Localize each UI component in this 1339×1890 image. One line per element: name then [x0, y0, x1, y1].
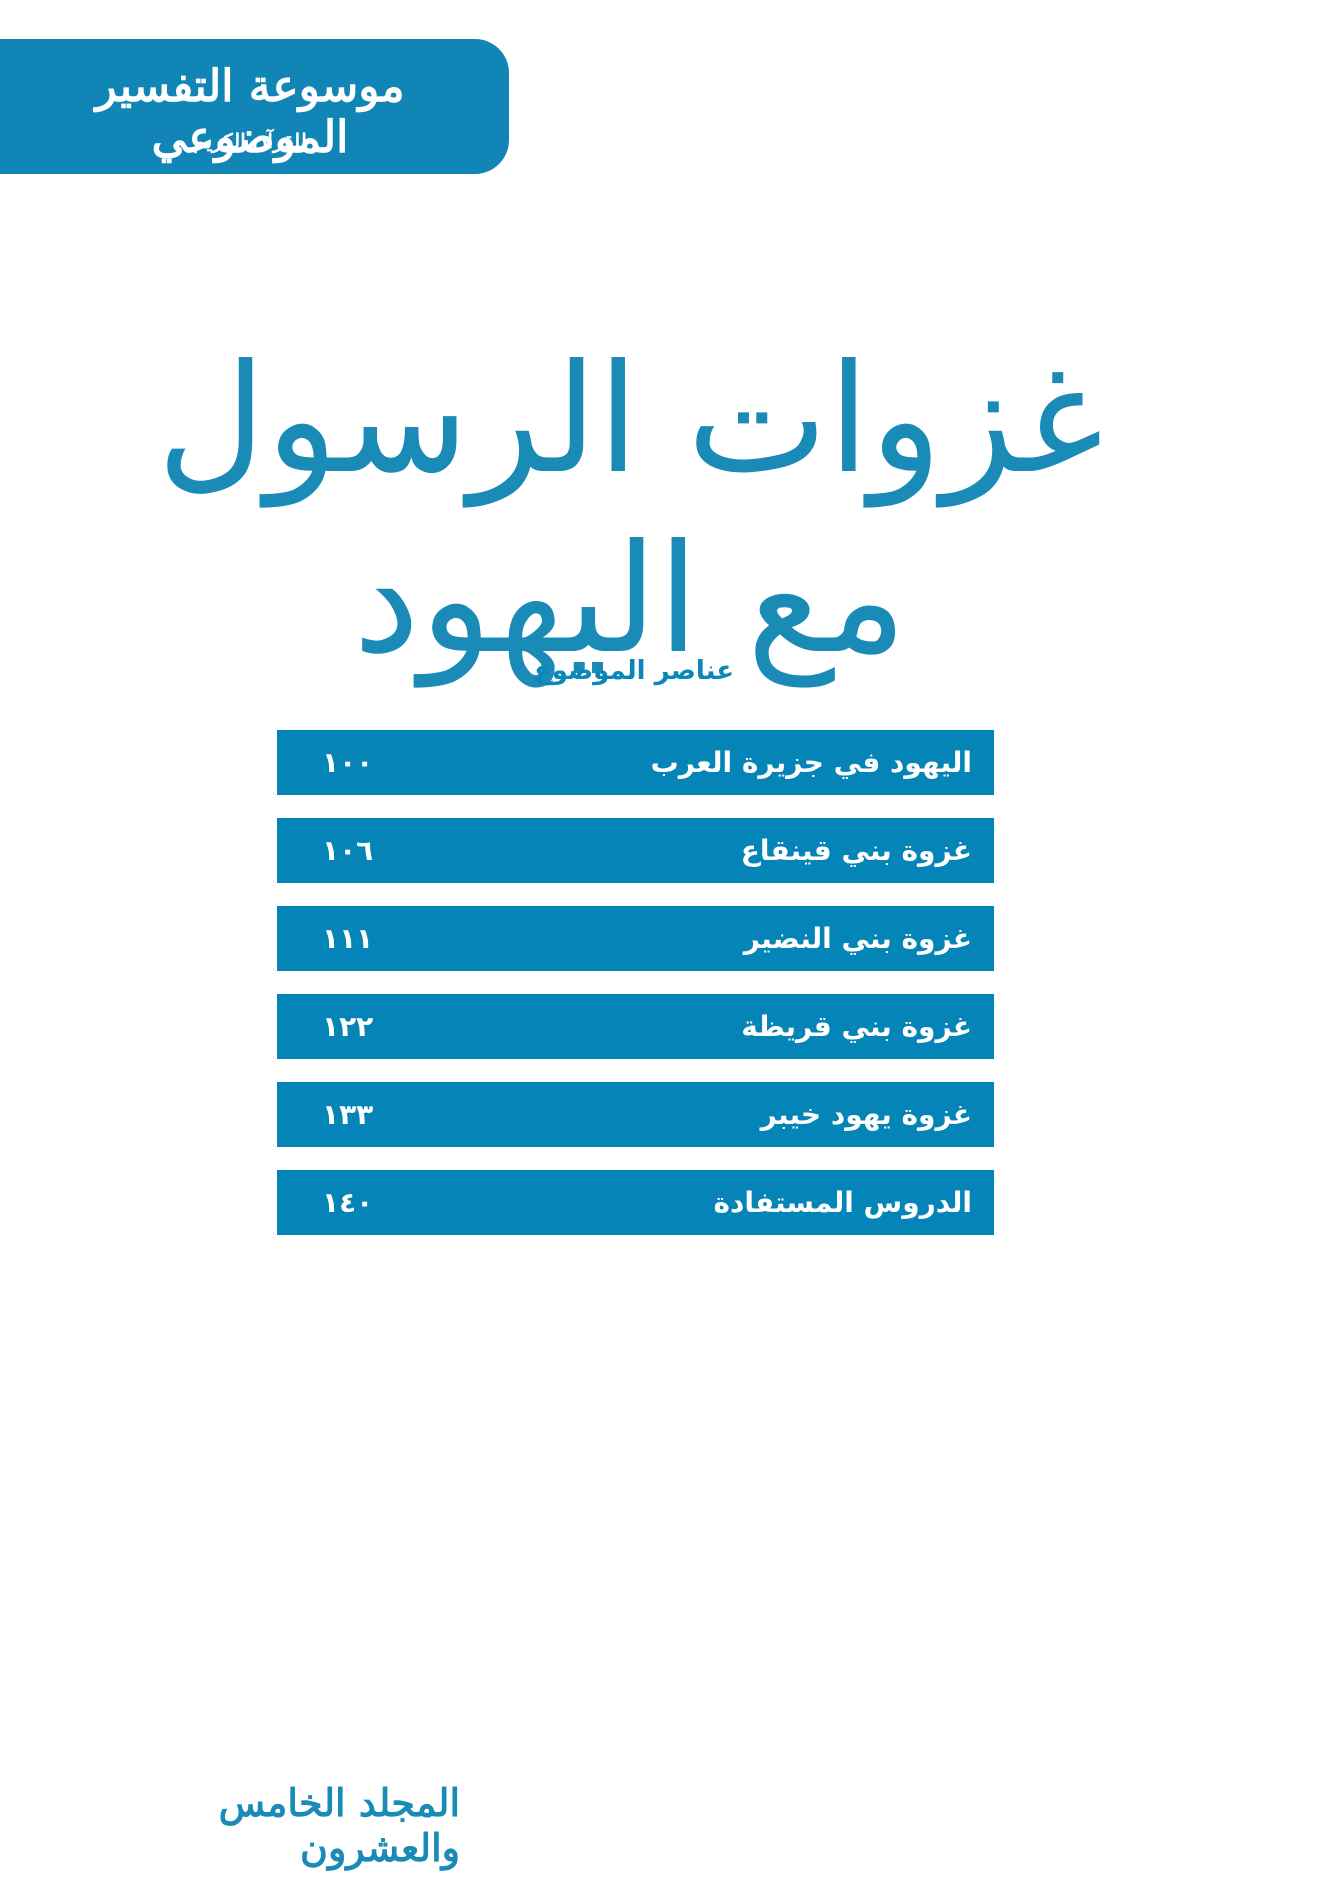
series-title: موسوعة التفسير الموضوعي	[95, 61, 405, 163]
contents-row: اليهود في جزيرة العرب ١٠٠	[277, 730, 994, 795]
item-page: ١٠٦	[322, 834, 374, 867]
contents-row: غزوة بني قريظة ١٢٢	[277, 994, 994, 1059]
item-label: غزوة يهود خيبر	[760, 1098, 972, 1131]
item-label: غزوة بني قريظة	[741, 1010, 972, 1043]
item-page: ١١١	[322, 922, 374, 955]
item-label: اليهود في جزيرة العرب	[650, 746, 972, 779]
contents-row: غزوة بني قينقاع ١٠٦	[277, 818, 994, 883]
item-page: ١٣٣	[322, 1098, 374, 1131]
contents-row: الدروس المستفادة ١٤٠	[277, 1170, 994, 1235]
contents-heading: عناصر الموضوع	[533, 656, 735, 686]
item-label: غزوة بني قينقاع	[740, 834, 972, 867]
item-page: ١٠٠	[322, 746, 374, 779]
main-title: غزوات الرسول مع اليهود	[156, 333, 1104, 687]
item-label: غزوة بني النضير	[743, 922, 972, 955]
item-page: ١٢٢	[322, 1010, 374, 1043]
series-subtitle: للقرآن الكريم	[193, 129, 307, 153]
contents-row: غزوة يهود خيبر ١٣٣	[277, 1082, 994, 1147]
contents-row: غزوة بني النضير ١١١	[277, 906, 994, 971]
volume-label: المجلد الخامس والعشرون	[218, 1780, 460, 1870]
series-tab: موسوعة التفسير الموضوعي للقرآن الكريم	[0, 39, 509, 174]
item-page: ١٤٠	[322, 1186, 374, 1219]
item-label: الدروس المستفادة	[713, 1186, 972, 1219]
